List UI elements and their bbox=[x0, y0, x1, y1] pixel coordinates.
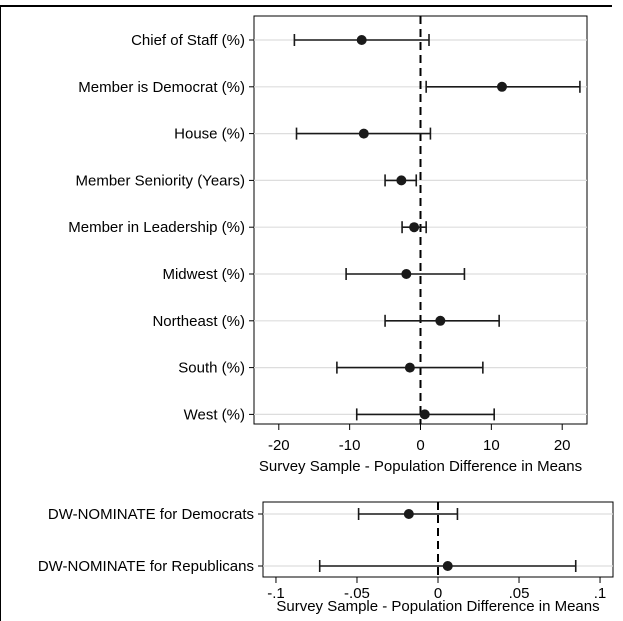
x-tick-label: 10 bbox=[483, 437, 500, 454]
left-border-rule bbox=[0, 6, 1, 621]
category-label: Member is Democrat (%) bbox=[78, 79, 245, 96]
point-estimate bbox=[435, 315, 446, 326]
point-estimate bbox=[404, 362, 415, 373]
point-estimate bbox=[409, 222, 420, 233]
top-border-rule bbox=[0, 5, 612, 7]
point-estimate bbox=[419, 409, 430, 420]
point-estimate bbox=[442, 561, 453, 571]
point-estimate bbox=[496, 81, 507, 92]
x-tick-label: -10 bbox=[339, 437, 361, 454]
x-tick-label: 20 bbox=[554, 437, 571, 454]
panel-2: DW-NOMINATE for Democrats DW-NOMINATE for… bbox=[38, 501, 614, 615]
point-estimate bbox=[396, 175, 407, 186]
point-estimate bbox=[356, 35, 367, 45]
x-axis-label: Survey Sample - Population Difference in… bbox=[259, 458, 582, 475]
category-label: House (%) bbox=[174, 126, 245, 143]
category-label: West (%) bbox=[184, 406, 245, 423]
point-estimate bbox=[358, 128, 369, 139]
x-tick-label: 0 bbox=[434, 585, 442, 602]
x-tick-label: -20 bbox=[268, 437, 290, 454]
category-label: DW-NOMINATE for Democrats bbox=[48, 506, 254, 523]
panel-1: Chief of Staff (%) Member is Democrat (%)… bbox=[68, 15, 588, 475]
category-label: Northeast (%) bbox=[152, 313, 245, 330]
category-label: Member Seniority (Years) bbox=[75, 172, 245, 189]
x-axis-label: Survey Sample - Population Difference in… bbox=[276, 598, 599, 615]
category-label: South (%) bbox=[178, 360, 245, 377]
x-tick-label: -.05 bbox=[344, 585, 370, 602]
x-tick-label: -.1 bbox=[267, 585, 285, 602]
category-label: Midwest (%) bbox=[162, 266, 245, 283]
category-label: Member in Leadership (%) bbox=[68, 219, 245, 236]
x-tick-label: 0 bbox=[416, 437, 424, 454]
x-tick-label: .1 bbox=[594, 585, 607, 602]
category-label: Chief of Staff (%) bbox=[131, 32, 245, 49]
point-estimate bbox=[403, 509, 414, 519]
plot-frame bbox=[253, 15, 588, 425]
x-tick-label: .05 bbox=[509, 585, 530, 602]
point-estimate bbox=[401, 269, 412, 279]
category-label: DW-NOMINATE for Republicans bbox=[38, 558, 254, 575]
